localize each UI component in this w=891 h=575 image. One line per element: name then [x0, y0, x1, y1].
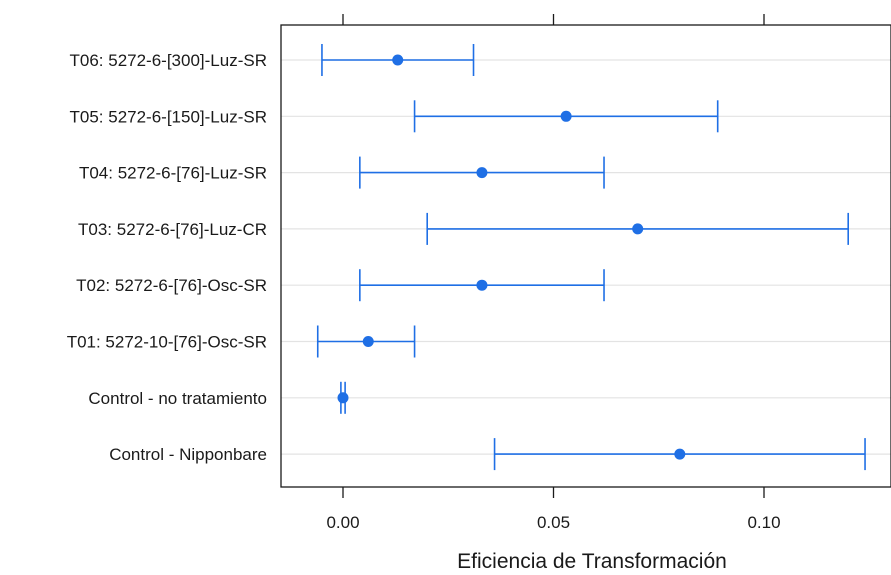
point-estimate	[476, 167, 488, 179]
category-label: Control - no tratamiento	[88, 389, 267, 408]
error-bars	[316, 44, 866, 471]
point-estimate	[476, 279, 488, 291]
point-estimate	[674, 448, 686, 460]
category-label: Control - Nipponbare	[109, 445, 267, 464]
category-label: T04: 5272-6-[76]-Luz-SR	[79, 164, 267, 183]
gridlines	[281, 59, 891, 455]
x-tick-labels: 0.00 0.05 0.10	[326, 513, 780, 532]
category-label: T06: 5272-6-[300]-Luz-SR	[70, 51, 268, 70]
x-tick-label: 0.05	[537, 513, 570, 532]
plot-frame	[280, 24, 891, 488]
point-estimate	[392, 54, 404, 66]
category-label: T03: 5272-6-[76]-Luz-CR	[78, 220, 267, 239]
category-label: T01: 5272-10-[76]-Osc-SR	[67, 333, 267, 352]
point-estimate	[632, 223, 644, 235]
x-tick-label: 0.10	[747, 513, 780, 532]
point-estimate	[337, 392, 349, 404]
category-labels: T06: 5272-6-[300]-Luz-SR T05: 5272-6-[150…	[67, 51, 267, 464]
x-axis-title: Eficiencia de Transformación	[457, 550, 727, 573]
axis-ticks	[342, 14, 765, 498]
data-points	[337, 54, 686, 460]
category-label: T02: 5272-6-[76]-Osc-SR	[76, 276, 267, 295]
x-tick-label: 0.00	[326, 513, 359, 532]
point-estimate	[362, 336, 374, 347]
point-estimate	[560, 110, 572, 122]
category-label: T05: 5272-6-[150]-Luz-SR	[70, 107, 268, 126]
